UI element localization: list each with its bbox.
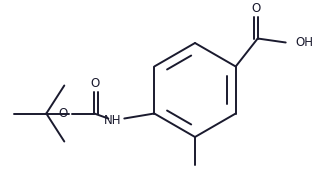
Text: OH: OH <box>296 36 314 49</box>
Text: O: O <box>58 107 67 120</box>
Text: O: O <box>251 2 260 15</box>
Text: NH: NH <box>104 114 121 127</box>
Text: O: O <box>91 77 100 90</box>
